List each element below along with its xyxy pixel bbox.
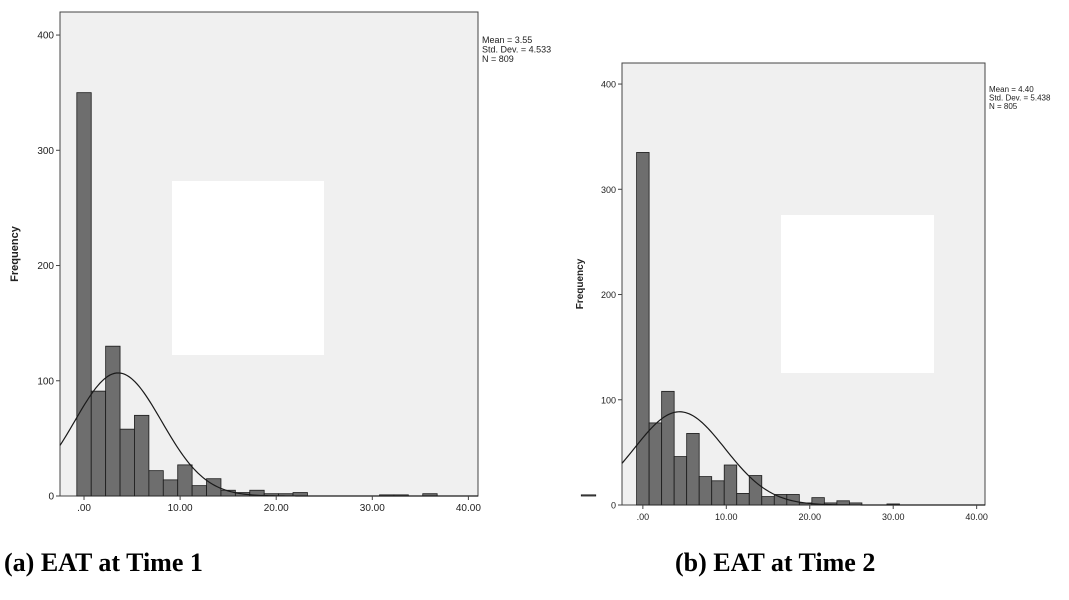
x-tick-label: .00 (77, 503, 91, 514)
histogram-time2: .00 10.00 20.00 30.00 40.00 0 100 200 300 400 Freq… (575, 62, 1051, 522)
stats-sd: Std. Dev. = 5.438 (989, 94, 1051, 103)
stats-n: N = 805 (989, 102, 1018, 111)
histogram-bar (249, 489, 265, 497)
stats-n: N = 809 (482, 54, 514, 64)
histogram-bar (711, 480, 725, 506)
histogram-bar (580, 494, 597, 497)
x-tick-label: 10.00 (168, 503, 193, 514)
y-tick-label: 100 (37, 376, 54, 387)
histogram-bar (636, 152, 650, 506)
y-tick-label: 400 (37, 31, 54, 42)
histogram-bar (811, 497, 825, 506)
caption-time2: (b) EAT at Time 2 (675, 548, 876, 577)
histogram-bar (162, 479, 179, 497)
histogram-bar (773, 494, 788, 506)
histogram-bar (736, 493, 750, 506)
caption-time1: (a) EAT at Time 1 (4, 548, 203, 577)
histogram-bar (686, 433, 700, 506)
y-tick-label: 200 (37, 261, 54, 272)
x-tick-label: 20.00 (798, 512, 821, 522)
blank-region (172, 181, 324, 355)
y-tick-label: 200 (601, 290, 616, 300)
histogram-bar (698, 476, 713, 506)
y-tick-label: 0 (48, 492, 54, 503)
x-tick-label: 40.00 (965, 512, 988, 522)
histogram-bar (748, 475, 763, 506)
x-tick-label: 30.00 (882, 512, 905, 522)
histogram-bar (648, 422, 663, 506)
y-tick-label: 300 (601, 185, 616, 195)
x-tick-label: 20.00 (264, 503, 289, 514)
y-axis-label: Frequency (575, 258, 586, 309)
histogram-bar (723, 464, 738, 506)
histogram-bar (177, 464, 193, 497)
histogram-bar (134, 414, 150, 497)
stats-mean: Mean = 4.40 (989, 85, 1034, 94)
histogram-panel-time2: .00 10.00 20.00 30.00 40.00 0 100 200 300 400 Freq… (535, 0, 1069, 600)
histogram-bar (191, 485, 207, 497)
normal-curve (621, 411, 985, 506)
x-tick-label: 10.00 (715, 512, 738, 522)
x-tick-label: 40.00 (456, 503, 481, 514)
histogram-bar (761, 496, 775, 506)
y-tick-label: 100 (601, 395, 616, 405)
histogram-bar (119, 428, 135, 497)
stats-mean: Mean = 3.55 (482, 35, 532, 45)
histogram-panel-time1: .00 10.00 20.00 30.00 40.00 0 100 200 300 400 Freq… (4, 11, 597, 577)
histogram-bar (105, 345, 121, 497)
histogram-time1: .00 10.00 20.00 30.00 40.00 0 100 200 300 400 Freq… (9, 11, 597, 514)
x-tick-label: .00 (637, 512, 650, 522)
x-tick-label: 30.00 (360, 503, 385, 514)
histogram-bar (148, 470, 164, 497)
y-axis-label: Frequency (9, 225, 21, 282)
histogram-bar (673, 456, 688, 506)
blank-region (781, 215, 934, 373)
stats-sd: Std. Dev. = 4.533 (482, 45, 551, 55)
y-tick-label: 0 (611, 501, 616, 511)
histogram-bar (90, 390, 107, 497)
normal-curve (59, 372, 478, 497)
histogram-bar (661, 390, 675, 506)
y-tick-label: 300 (37, 146, 54, 157)
histogram-bar (76, 92, 92, 497)
y-tick-label: 400 (601, 80, 616, 90)
